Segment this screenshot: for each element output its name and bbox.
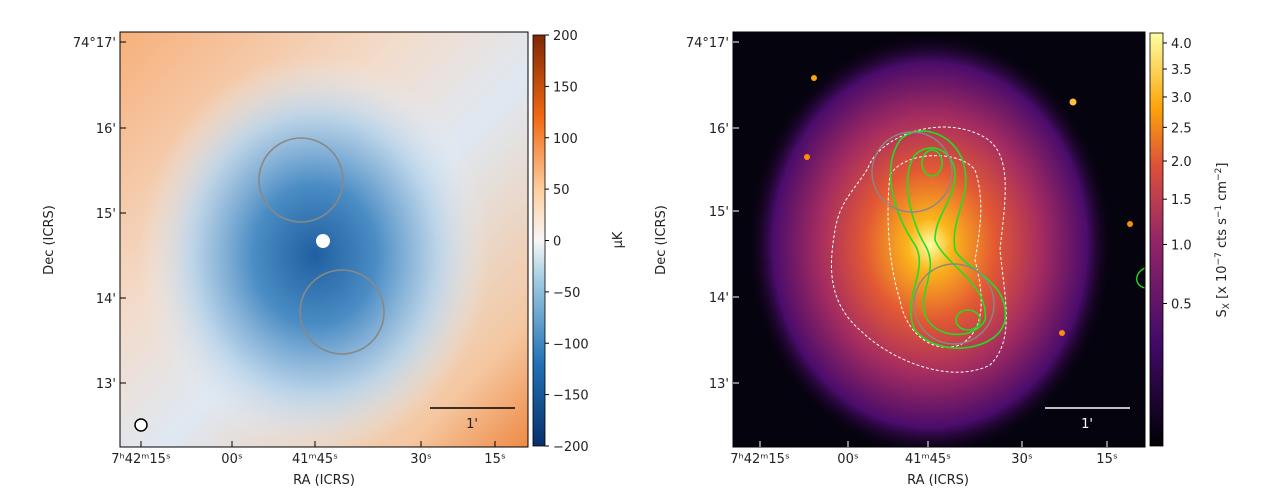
right-xlabel: RA (ICRS) (907, 473, 969, 488)
colorbar-tick-label: 3.0 (1171, 91, 1192, 106)
left-frame (119, 31, 529, 448)
right-ylabel: Dec (ICRS) (654, 205, 669, 275)
left-colorbar (532, 34, 546, 447)
colorbar-tick-label: 200 (553, 29, 578, 44)
x-tick-label: 30ˢ (1011, 452, 1033, 467)
right-xray-map (733, 32, 1145, 447)
colorbar-tick-label: 2.5 (1171, 121, 1192, 136)
y-tick-label: 74°17' (686, 36, 729, 51)
x-tick-label: 00ˢ (221, 452, 243, 467)
left-axis-ticks: 7ʰ42ᵐ15ˢ 00ˢ 41ᵐ45ˢ 30ˢ 15ˢ 74°17' 16' 15' 14' 13… (73, 29, 589, 467)
colorbar-tick-label: −150 (553, 389, 589, 404)
x-tick-label: 00ˢ (837, 452, 859, 467)
right-colorbar (1149, 32, 1164, 447)
colorbar-tick-label: 1.5 (1171, 193, 1192, 208)
colorbar-tick-label: 4.0 (1171, 37, 1192, 52)
point-source (316, 234, 330, 248)
colorbar-tick-label: −100 (553, 337, 589, 352)
left-xlabel: RA (ICRS) (293, 473, 355, 488)
x-tick-label: 15ˢ (1096, 452, 1118, 467)
colorbar-tick-label: 100 (553, 132, 578, 147)
y-tick-label: 13' (709, 377, 729, 392)
x-tick-label: 7ʰ42ᵐ15ˢ (730, 452, 790, 467)
region-circle (299, 269, 385, 355)
right-frame (732, 31, 1146, 448)
y-tick-label: 14' (709, 291, 729, 306)
right-axis-ticks: 7ʰ42ᵐ15ˢ 00ˢ 41ᵐ45ˢ 30ˢ 15ˢ 74°17' 16' 15' 14' 13… (686, 36, 1192, 467)
region-circle (913, 263, 995, 345)
scale-bar-label: 1' (466, 417, 478, 432)
y-tick-label: 15' (709, 205, 729, 220)
scale-bar-label: 1' (1081, 417, 1093, 432)
y-tick-label: 13' (96, 377, 116, 392)
y-tick-label: 16' (709, 122, 729, 137)
x-tick-label: 41ᵐ45ˢ (905, 452, 951, 467)
beam-icon (134, 418, 148, 432)
x-tick-label: 7ʰ42ᵐ15ˢ (111, 452, 171, 467)
right-colorbar-label: SX [x 10−7 cts s−1 cm−2] (1214, 163, 1232, 318)
left-colorbar-label: μK (611, 231, 626, 248)
y-tick-label: 74°17' (73, 36, 116, 51)
region-circle (871, 131, 953, 213)
colorbar-tick-label: 2.0 (1171, 155, 1192, 170)
y-tick-label: 14' (96, 292, 116, 307)
colorbar-tick-label: 0 (553, 235, 561, 250)
colorbar-tick-label: 0.5 (1171, 298, 1192, 313)
colorbar-tick-label: −200 (553, 440, 589, 455)
left-ylabel: Dec (ICRS) (42, 205, 57, 275)
colorbar-tick-label: 50 (553, 183, 570, 198)
x-tick-label: 30ˢ (410, 452, 432, 467)
colorbar-tick-label: 150 (553, 80, 578, 95)
x-tick-label: 15ˢ (484, 452, 506, 467)
colorbar-tick-label: −50 (553, 286, 580, 301)
x-tick-label: 41ᵐ45ˢ (292, 452, 338, 467)
left-sz-map (120, 32, 528, 447)
region-circle (258, 137, 344, 223)
y-tick-label: 16' (96, 122, 116, 137)
y-tick-label: 15' (96, 207, 116, 222)
colorbar-tick-label: 1.0 (1171, 238, 1192, 253)
colorbar-tick-label: 3.5 (1171, 63, 1192, 78)
